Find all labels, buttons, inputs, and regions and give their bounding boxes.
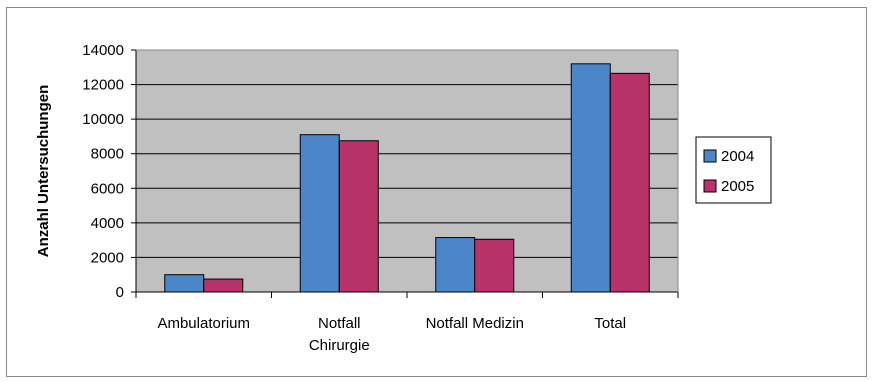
bar-2004: [570, 63, 611, 293]
bar-2005: [203, 278, 244, 293]
legend-label: 2004: [721, 148, 754, 165]
x-tick-label: Notfall Medizin: [426, 315, 524, 332]
y-tick-label: 0: [116, 284, 124, 301]
y-tick-labels: 0 2000 4000 6000 8000 10000 12000 14000: [82, 42, 124, 301]
bar-2005: [474, 238, 515, 293]
axes: [131, 49, 679, 298]
bar-2004: [164, 274, 205, 293]
x-tick-labels: Ambulatorium Notfall Chirurgie Notfall Medi…: [157, 315, 626, 354]
x-tick-label: Total: [594, 315, 626, 332]
bar-2005: [609, 72, 650, 293]
legend-swatch-2005: [703, 179, 717, 193]
x-tick-label: Chirurgie: [309, 337, 370, 354]
bar-2004: [435, 237, 476, 293]
y-tick-label: 2000: [91, 249, 124, 266]
legend-label: 2005: [721, 178, 754, 195]
legend: 2004 2005: [695, 136, 772, 204]
x-tick-label: Ambulatorium: [157, 315, 250, 332]
y-axis-title: Anzahl Untersuchungen: [35, 85, 52, 258]
y-tick-label: 12000: [82, 77, 124, 94]
bar-2004: [299, 134, 340, 293]
y-tick-label: 14000: [82, 42, 124, 59]
bar-2005: [338, 140, 379, 293]
legend-swatch-2004: [703, 149, 717, 163]
y-tick-label: 6000: [91, 180, 124, 197]
y-tick-label: 8000: [91, 146, 124, 163]
y-tick-label: 10000: [82, 111, 124, 128]
y-tick-label: 4000: [91, 215, 124, 232]
x-tick-label: Notfall: [318, 315, 361, 332]
bars: [164, 63, 650, 293]
